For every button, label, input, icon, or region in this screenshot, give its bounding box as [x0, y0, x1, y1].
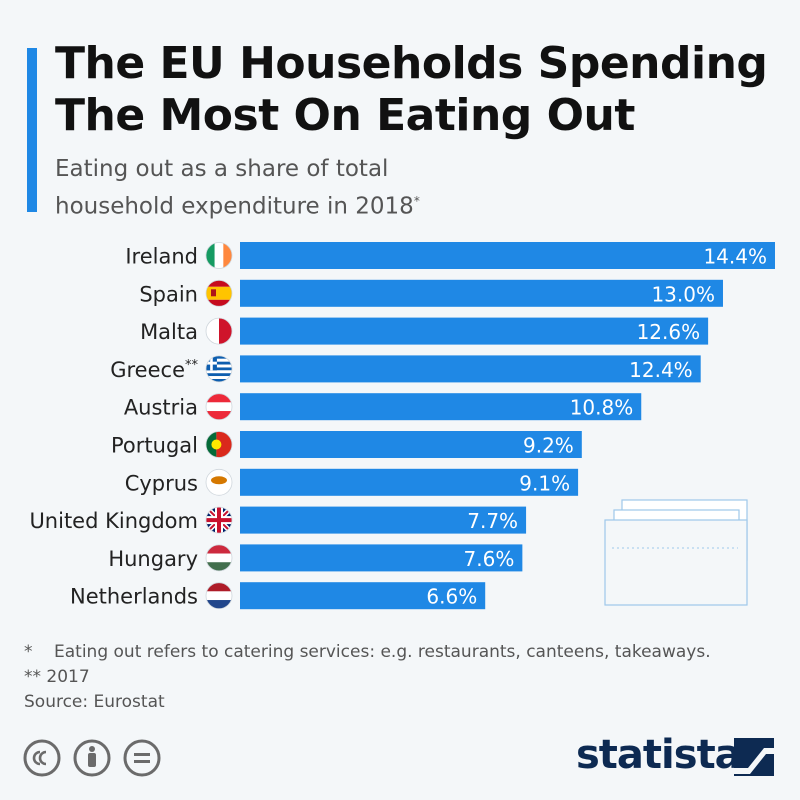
footnote-1-text: Eating out refers to catering services: … [54, 642, 711, 662]
envelope-decoration-icon [604, 499, 748, 606]
value-label-5: 10.8% [570, 396, 634, 420]
chart-subtitle: Eating out as a share of total household… [55, 153, 655, 223]
statista-logo[interactable]: statista [576, 732, 742, 778]
category-label-10: Netherlands [70, 585, 198, 609]
category-label-8: United Kingdom [29, 509, 198, 533]
category-label-5: Austria [124, 396, 198, 420]
subtitle-line-2: household expenditure in 2018 [55, 193, 414, 220]
category-label-1: Ireland [125, 245, 198, 269]
bar-8 [240, 506, 527, 534]
bar-10 [240, 582, 486, 610]
subtitle-line-1: Eating out as a share of total [55, 156, 389, 182]
source-note: Source: Eurostat [24, 692, 165, 712]
bar-4 [240, 355, 701, 383]
chart-title: The EU Households Spending The Most On E… [55, 38, 785, 142]
nd-icon[interactable] [123, 739, 161, 777]
value-label-4: 12.4% [629, 358, 693, 382]
netherlands-flag-icon [205, 582, 233, 610]
value-label-8: 7.7% [467, 509, 518, 533]
bar-1 [240, 242, 775, 269]
ireland-flag-icon [205, 242, 233, 269]
value-label-7: 9.1% [519, 471, 570, 495]
value-label-3: 12.6% [637, 320, 701, 344]
footnote-2: ** 2017 [24, 667, 90, 687]
category-label-6: Portugal [111, 434, 198, 458]
bar-2 [240, 279, 723, 307]
spain-flag-icon [205, 279, 233, 307]
portugal-flag-icon [205, 431, 233, 458]
title-line-1: The EU Households Spending [55, 38, 768, 89]
by-icon[interactable] [73, 739, 111, 777]
bar-9 [240, 544, 523, 572]
bar-chart: 14.4% Ireland 13.0% Spain 12.6% Malta 12.4% Gre… [29, 242, 775, 610]
footnote-1-mark: * [24, 642, 33, 662]
subtitle-line-2-wrap: household expenditure in 2018* [55, 185, 655, 223]
value-label-6: 9.2% [523, 434, 574, 458]
bar-6 [240, 431, 582, 458]
license-icons [23, 739, 161, 777]
category-label-7: Cyprus [125, 471, 198, 495]
value-label-10: 6.6% [426, 585, 477, 609]
title-line-2: The Most On Eating Out [55, 90, 635, 141]
austria-flag-icon [205, 393, 233, 421]
bar-3 [240, 317, 709, 345]
footnotes: * Eating out refers to catering services:… [24, 640, 784, 715]
value-label-9: 7.6% [464, 547, 515, 571]
united-kingdom-flag-icon [205, 506, 233, 534]
category-label-4: Greece** [110, 358, 198, 382]
category-label-3: Malta [140, 320, 198, 344]
subtitle-footnote-mark: * [413, 194, 420, 208]
bar-5 [240, 393, 642, 421]
footnote-1: * Eating out refers to catering services:… [24, 640, 784, 665]
category-label-2: Spain [139, 282, 198, 306]
bar-7 [240, 468, 579, 496]
value-label-1: 14.4% [703, 245, 767, 269]
value-label-2: 13.0% [651, 282, 715, 306]
cyprus-flag-icon [205, 468, 233, 496]
statista-logo-mark-icon [734, 738, 774, 776]
hungary-flag-icon [205, 544, 233, 572]
malta-flag-icon [205, 317, 233, 345]
category-label-9: Hungary [108, 547, 198, 571]
accent-bar [27, 48, 37, 212]
cc-icon[interactable] [23, 739, 61, 777]
greece-flag-icon [205, 355, 233, 383]
